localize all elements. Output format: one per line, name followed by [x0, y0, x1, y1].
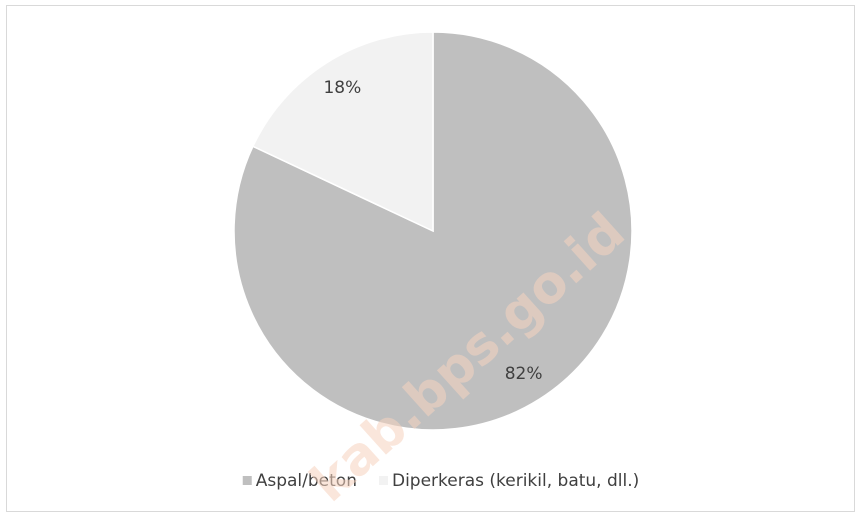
data-label: 82%	[505, 364, 543, 384]
legend-swatch	[378, 476, 388, 485]
data-label: 18%	[323, 78, 361, 98]
legend-swatch	[242, 476, 252, 485]
pie-slice	[251, 31, 434, 233]
pie: 82% 18%	[233, 31, 633, 431]
legend-label: Aspal/beton	[256, 471, 357, 491]
legend-label: Diperkeras (kerikil, batu, dll.)	[392, 471, 639, 491]
legend: Aspal/beton Diperkeras (kerikil, batu, dl…	[242, 471, 639, 491]
